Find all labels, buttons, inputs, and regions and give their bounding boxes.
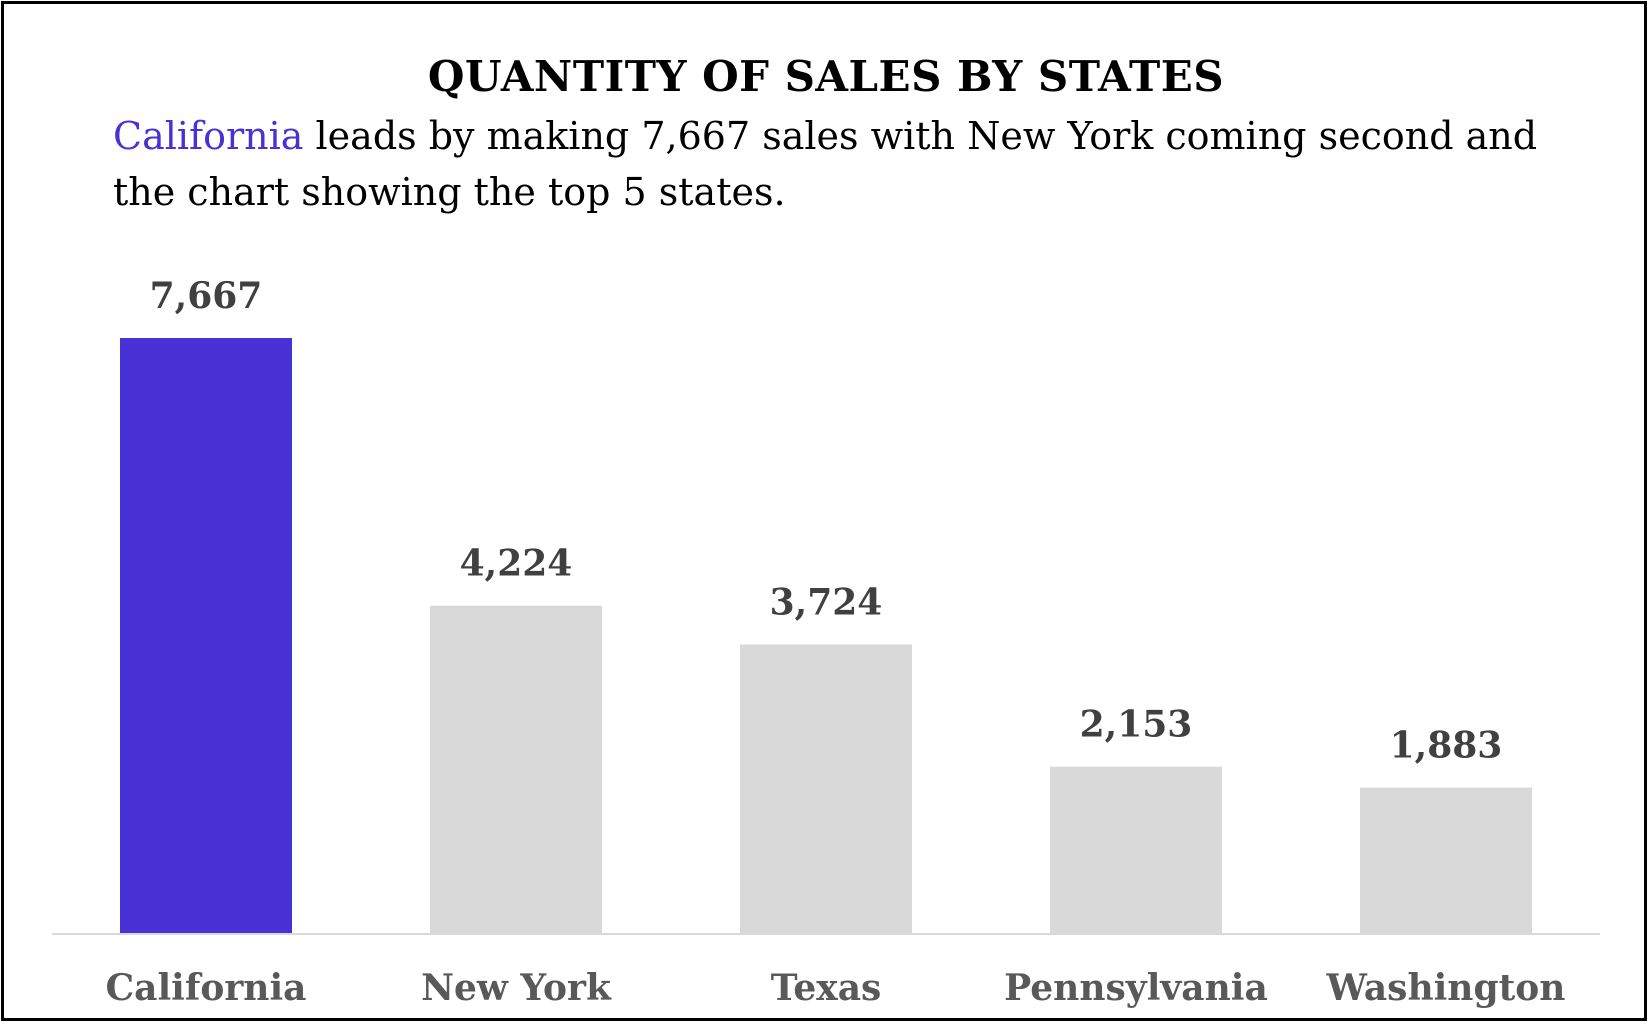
- bar-new-york: [430, 605, 602, 934]
- category-label: California: [106, 967, 307, 1009]
- subtitle-text: leads by making 7,667 sales with New Yor…: [113, 114, 1538, 214]
- category-label: Texas: [771, 967, 882, 1009]
- data-label: 2,153: [1080, 704, 1193, 746]
- bar-washington: [1360, 787, 1532, 934]
- chart-title: QUANTITY OF SALES BY STATES: [427, 52, 1225, 101]
- bar-texas: [740, 644, 912, 934]
- category-label: Pennsylvania: [1004, 967, 1268, 1009]
- data-label: 3,724: [770, 582, 883, 624]
- chart-subtitle: California leads by making 7,667 sales w…: [113, 108, 1583, 220]
- data-label: 4,224: [460, 543, 573, 585]
- subtitle-highlight: California: [113, 114, 304, 158]
- bar-pennsylvania: [1050, 766, 1222, 934]
- data-label: 1,883: [1390, 725, 1503, 767]
- category-label: New York: [421, 967, 612, 1009]
- data-label: 7,667: [150, 275, 263, 317]
- category-label: Washington: [1326, 967, 1566, 1009]
- bar-california: [120, 338, 292, 934]
